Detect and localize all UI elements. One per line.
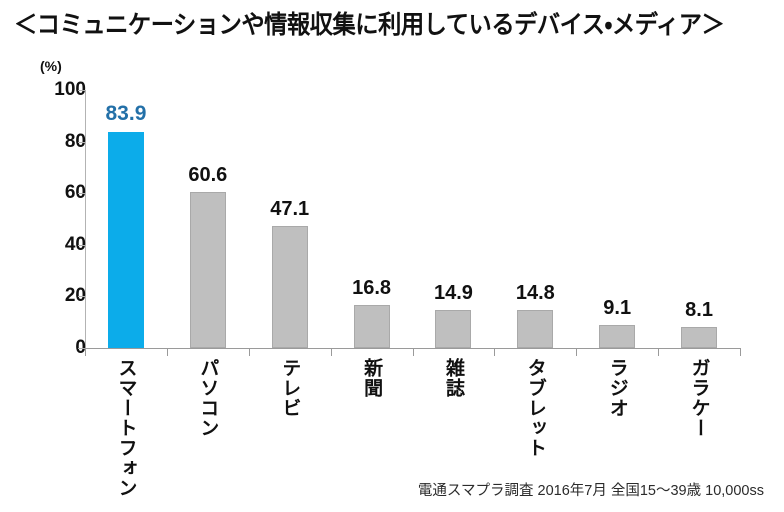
y-axis-tick-label: 40 [64, 233, 86, 255]
source-annotation: 電通スマプラ調査 2016年7月 全国15〜39歳 10,000ss [417, 483, 764, 499]
category-label-text: パソコン [197, 358, 219, 438]
bar-value-label: 83.9 [105, 101, 147, 125]
bar-group: 60.6 [167, 0, 249, 512]
bar-group: 14.8 [494, 0, 576, 512]
category-label-text: 雑誌 [442, 358, 464, 398]
y-axis-unit-label: (%) [40, 58, 62, 74]
x-axis-tick-mark [576, 348, 577, 356]
x-axis-tick-mark [658, 348, 659, 356]
bar-value-label: 16.8 [352, 276, 392, 299]
page-title: ＜コミュニケーションや情報収集に利用しているデバイス・メディア＞ [14, 11, 725, 39]
bar-value-label: 47.1 [270, 198, 310, 221]
x-axis-tick-mark [85, 348, 86, 356]
bar[interactable] [271, 226, 308, 348]
bar-value-label: 14.9 [433, 281, 473, 304]
x-axis-line [85, 348, 740, 349]
x-axis-category-label: ラジオ [576, 358, 658, 423]
x-axis-category-label: テレビ [249, 358, 331, 423]
y-axis-tick-label: 0 [28, 337, 86, 359]
x-axis-tick-mark [413, 348, 414, 356]
bar-group: 9.1 [576, 0, 658, 512]
x-axis-tick-mark [249, 348, 250, 356]
bar-group: 47.1 [249, 0, 331, 512]
bar[interactable] [353, 304, 390, 348]
x-axis-category-label: スマートフォン [85, 358, 167, 503]
bar-group: 8.1 [658, 0, 740, 512]
x-axis-tick-mark [740, 348, 741, 356]
x-axis-tick-mark [167, 348, 168, 356]
y-axis-tick-mark [78, 90, 86, 91]
x-axis-category-label: 雑誌 [413, 358, 495, 403]
y-axis-tick-label: 20 [64, 285, 86, 307]
y-axis-tick-label: 100 [54, 79, 86, 100]
bar-value-label: 60.6 [188, 163, 228, 186]
category-label-text: ラジオ [606, 358, 628, 418]
y-axis-tick-mark [78, 296, 86, 298]
bar-group: 16.8 [331, 0, 413, 512]
bar-group: 83.9 [85, 0, 167, 512]
bar-highlighted[interactable] [107, 131, 144, 348]
bar-group: 14.9 [413, 0, 495, 512]
bar-value-label: 14.8 [515, 281, 555, 304]
category-label-text: ガラケー [688, 358, 710, 438]
bar[interactable] [189, 191, 226, 348]
x-axis-tick-mark [494, 348, 495, 356]
x-axis-category-label: タブレット [494, 358, 576, 463]
bar[interactable] [517, 309, 554, 348]
category-label-text: タブレット [524, 358, 546, 458]
y-axis-line [85, 90, 86, 348]
category-label-text: スマートフォン [115, 358, 137, 498]
y-axis-tick-label: 60 [64, 182, 86, 204]
y-axis-tick-mark [78, 348, 86, 349]
y-axis-tick-mark [78, 244, 86, 246]
bar-value-label: 9.1 [603, 296, 632, 319]
bar[interactable] [681, 327, 718, 348]
x-axis-category-label: パソコン [167, 358, 249, 443]
bar-value-label: 8.1 [685, 299, 713, 322]
y-axis-tick-mark [78, 141, 86, 143]
x-axis-category-label: 新聞 [331, 358, 413, 403]
y-axis-tick-mark [78, 193, 86, 195]
x-axis-category-label: ガラケー [658, 358, 740, 443]
x-axis-tick-mark [331, 348, 332, 356]
bar[interactable] [435, 309, 472, 348]
y-axis-tick-label: 80 [64, 130, 86, 152]
bar[interactable] [599, 324, 636, 348]
category-label-text: 新聞 [361, 358, 383, 398]
category-label-text: テレビ [279, 358, 301, 418]
